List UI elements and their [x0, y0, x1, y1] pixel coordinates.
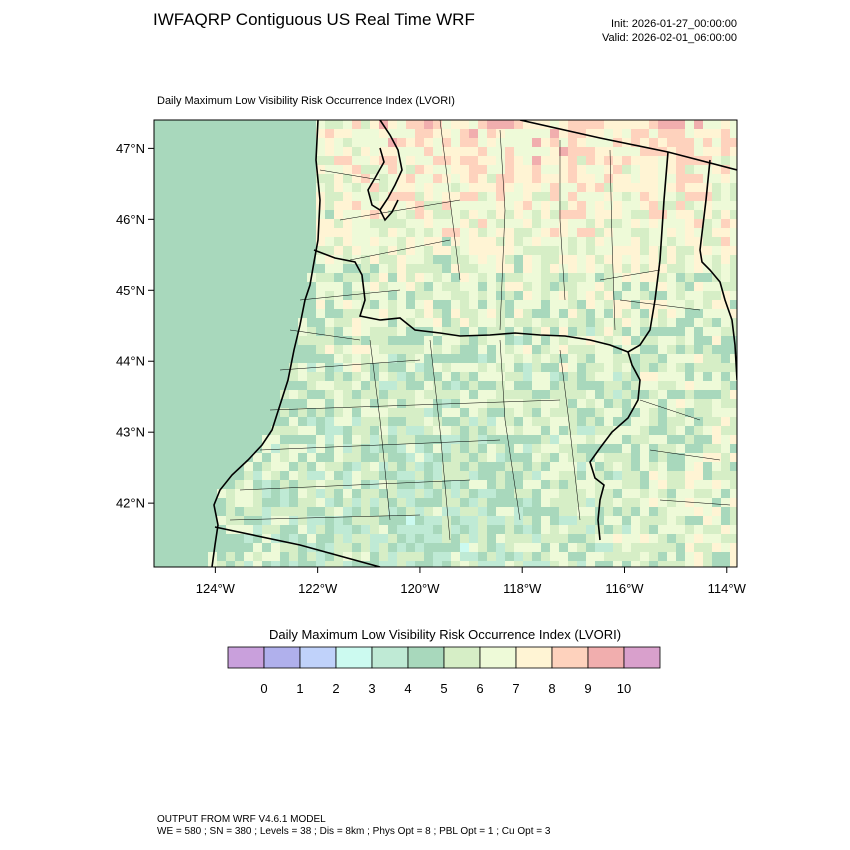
lat-tick-label: 45°N: [116, 283, 145, 298]
colorbar-swatch: [551, 646, 589, 669]
lat-tick-label: 42°N: [116, 496, 145, 511]
idaho-montana-border: [627, 151, 737, 381]
footer-model-line: OUTPUT FROM WRF V4.6.1 MODEL: [157, 814, 326, 825]
wa-canada-border: [519, 120, 737, 171]
colorbar-swatch: [335, 646, 373, 669]
colorbar-swatch: [515, 646, 553, 669]
map-plot-area: [154, 120, 737, 567]
lat-tick-label: 43°N: [116, 425, 145, 440]
colorbar: 0 1 2 3 4 5 6 7 8 9 10: [227, 646, 661, 696]
boundaries: [211, 120, 737, 567]
lon-tick-label: 120°W: [400, 581, 440, 596]
colorbar-swatch: [623, 646, 661, 669]
footer-config-line: WE = 580 ; SN = 380 ; Levels = 38 ; Dis …: [157, 826, 551, 837]
colorbar-label: 0: [260, 681, 267, 696]
county-lines: [229, 120, 731, 541]
colorbar-swatch: [479, 646, 517, 669]
lon-tick-label: 116°W: [605, 581, 644, 596]
colorbar-label: 6: [476, 681, 483, 696]
puget-sound: [367, 120, 403, 222]
main-title: IWFAQRP Contiguous US Real Time WRF: [153, 10, 475, 29]
map-frame: [153, 119, 738, 568]
snake-river-idaho-border: [589, 351, 641, 541]
colorbar-swatch: [371, 646, 409, 669]
colorbar-swatch: [443, 646, 481, 669]
colorbar-swatch: [587, 646, 625, 669]
colorbar-label: 2: [332, 681, 339, 696]
colorbar-label: 5: [440, 681, 447, 696]
colorbar-swatch: [227, 646, 265, 669]
colorbar-swatch: [263, 646, 301, 669]
colorbar-label: 1: [296, 681, 303, 696]
longitude-axis: 124°W 122°W 120°W 118°W 116°W 114°W: [196, 567, 747, 596]
colorbar-label: 8: [548, 681, 555, 696]
colorbar-swatch: [299, 646, 337, 669]
lon-tick-label: 124°W: [196, 581, 236, 596]
lat-tick-label: 46°N: [116, 212, 145, 227]
lat-tick-label: 44°N: [116, 354, 145, 369]
init-time: Init: 2026-01-27_00:00:00: [611, 18, 737, 30]
colorbar-label: 4: [404, 681, 411, 696]
columbia-river: [313, 249, 629, 353]
valid-time: Valid: 2026-02-01_06:00:00: [602, 32, 737, 44]
latitude-axis: 47°N 46°N 45°N 44°N 43°N 42°N: [116, 141, 154, 511]
colorbar-swatch: [407, 646, 445, 669]
lat-tick-label: 47°N: [116, 141, 145, 156]
coastline: [211, 120, 321, 567]
colorbar-label: 7: [512, 681, 519, 696]
lon-tick-label: 118°W: [503, 581, 542, 596]
colorbar-label: 10: [617, 681, 631, 696]
panel-title: Daily Maximum Low Visibility Risk Occurr…: [157, 95, 455, 107]
lvori-field: [208, 120, 737, 567]
lon-tick-label: 114°W: [708, 581, 747, 596]
colorbar-label: 9: [584, 681, 591, 696]
lon-tick-label: 122°W: [298, 581, 338, 596]
colorbar-label: 3: [368, 681, 375, 696]
or-ca-border: [214, 526, 381, 567]
colorbar-title: Daily Maximum Low Visibility Risk Occurr…: [268, 627, 622, 642]
